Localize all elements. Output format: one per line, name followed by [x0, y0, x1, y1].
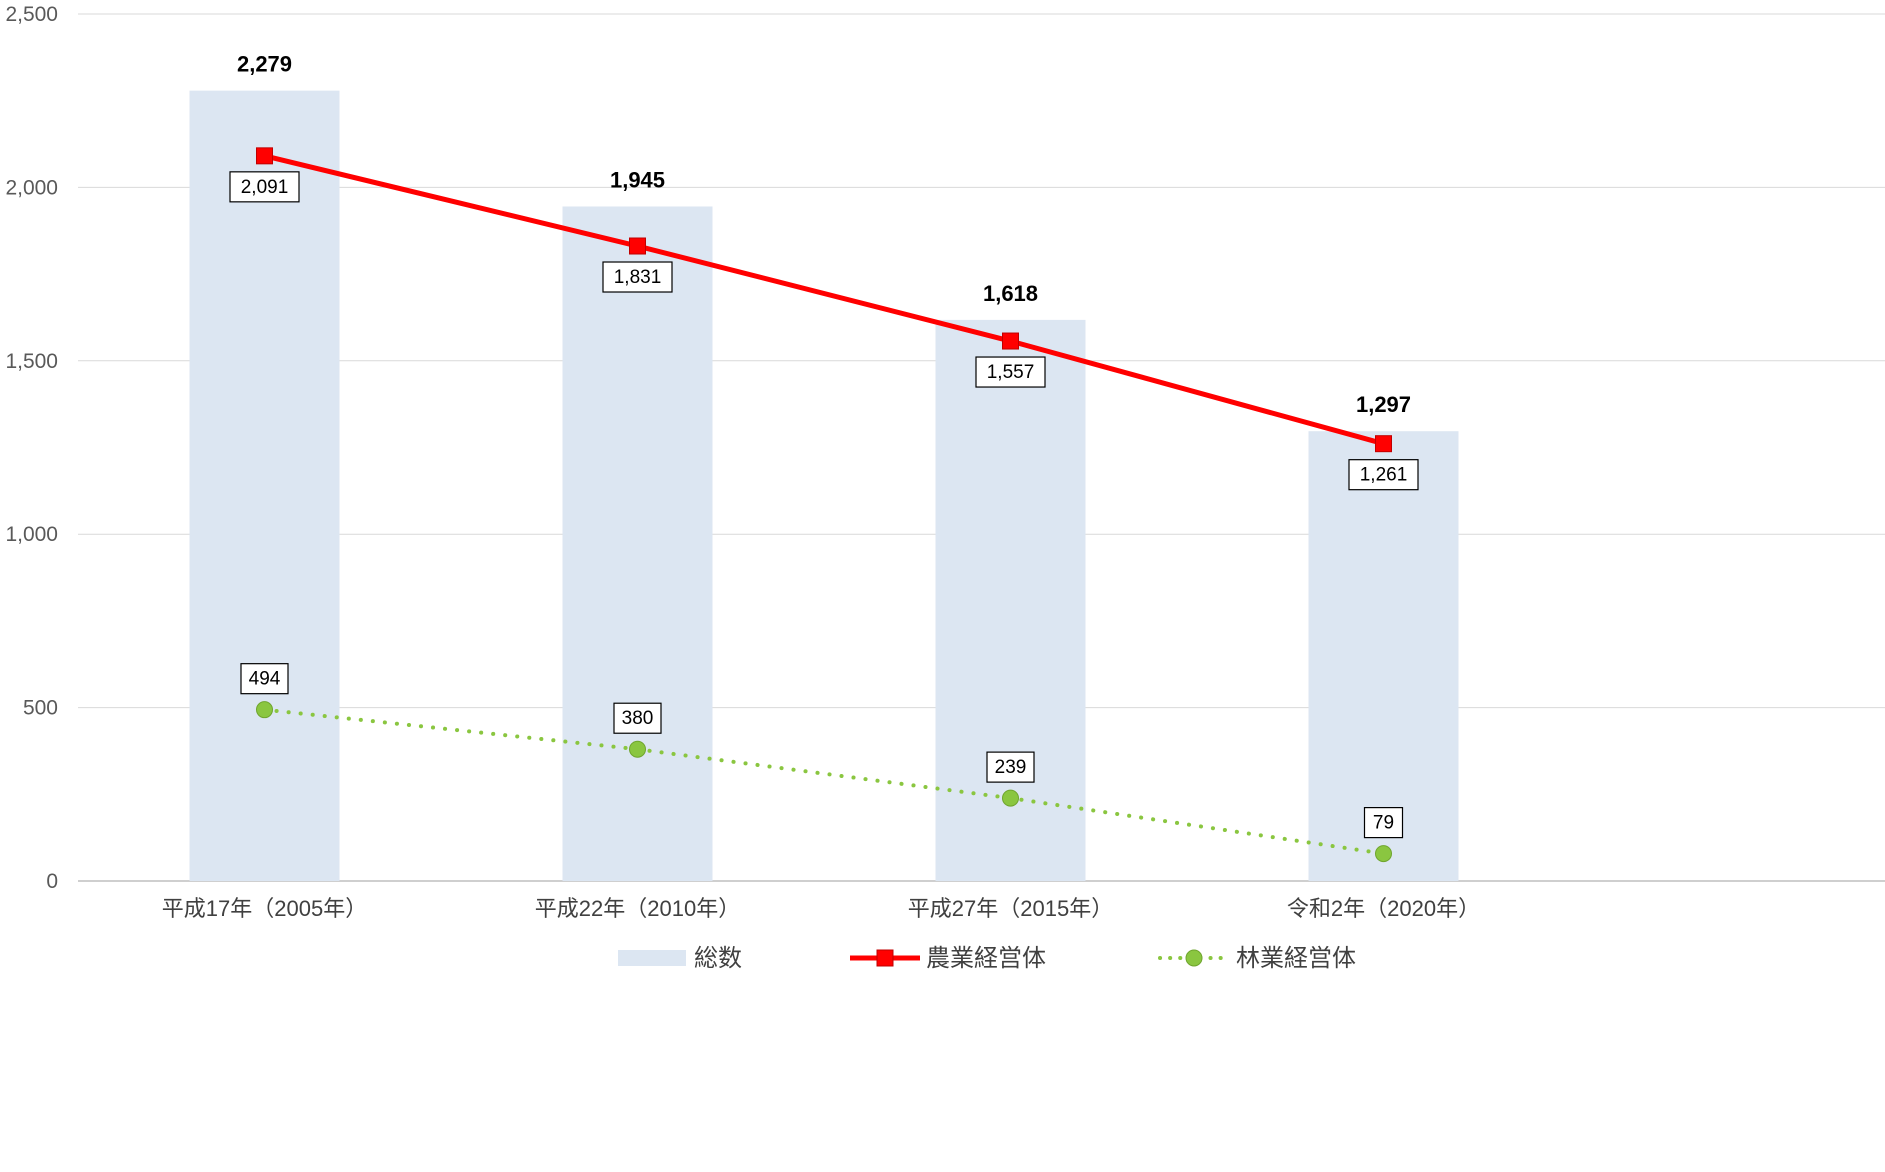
marker-forest — [1002, 789, 1019, 807]
bar — [1308, 431, 1459, 881]
y-tick-label: 2,000 — [5, 176, 58, 199]
marker-farm — [1002, 332, 1019, 350]
x-tick-label: 平成27年（2015年） — [908, 896, 1113, 921]
y-tick-label: 1,000 — [5, 523, 58, 546]
legend-label-total: 総数 — [694, 945, 742, 972]
series-line-forest — [262, 707, 1386, 856]
axes: 0 500 1,000 1,500 2,000 2,500 平成17年（2005年） 平成22… — [5, 3, 1480, 921]
marker-farm — [629, 237, 646, 255]
marker-farm — [256, 147, 273, 165]
y-tick-label: 1,500 — [5, 350, 58, 373]
bar — [935, 319, 1086, 882]
lines — [256, 147, 1392, 863]
series-line-farm — [263, 153, 1385, 447]
data-label-farm-box — [229, 171, 300, 203]
data-label-forest-box — [986, 751, 1035, 783]
data-label-farm-box — [602, 261, 673, 293]
data-label-total: 1,618 — [983, 281, 1038, 306]
legend: 総数 農業経営体 林業経営体 — [618, 945, 1356, 972]
data-label-forest-box — [613, 702, 662, 734]
data-labels: 2,279 1,945 1,618 1,297 2,091 1,831 1,557 1,261… — [229, 52, 1419, 839]
bars — [189, 90, 1459, 882]
data-label-farm-box — [975, 356, 1046, 388]
legend-marker-farm — [876, 949, 894, 967]
y-tick-label: 500 — [23, 697, 58, 720]
y-tick-label: 2,500 — [5, 3, 58, 26]
data-label-total: 1,945 — [610, 167, 665, 192]
data-label-farm: 1,557 — [987, 362, 1035, 383]
marker-farm — [1375, 435, 1392, 453]
bar — [562, 206, 713, 881]
data-label-farm: 1,831 — [614, 267, 662, 288]
marker-forest — [1375, 845, 1392, 863]
marker-forest — [256, 701, 273, 719]
x-tick-label: 平成17年（2005年） — [162, 896, 367, 921]
x-tick-label: 令和2年（2020年） — [1287, 896, 1480, 921]
data-label-forest-box — [1363, 807, 1404, 839]
data-label-forest: 380 — [622, 708, 654, 729]
marker-forest — [629, 740, 646, 758]
y-tick-label: 0 — [46, 870, 58, 893]
data-label-forest: 79 — [1373, 813, 1394, 834]
data-label-forest-box — [240, 663, 289, 695]
data-label-farm: 1,261 — [1360, 465, 1408, 486]
data-label-farm-box — [1348, 459, 1419, 491]
legend-marker-forest — [1185, 949, 1203, 967]
data-label-farm: 2,091 — [241, 177, 289, 198]
data-label-forest: 239 — [995, 757, 1027, 778]
data-label-total: 1,297 — [1356, 392, 1411, 417]
legend-label-forest: 林業経営体 — [1236, 945, 1356, 972]
legend-swatch-total — [618, 950, 686, 966]
data-label-forest: 494 — [249, 669, 281, 690]
x-tick-label: 平成22年（2010年） — [535, 896, 740, 921]
bar — [189, 90, 340, 881]
legend-label-farm: 農業経営体 — [926, 945, 1046, 972]
data-label-total: 2,279 — [237, 52, 292, 77]
